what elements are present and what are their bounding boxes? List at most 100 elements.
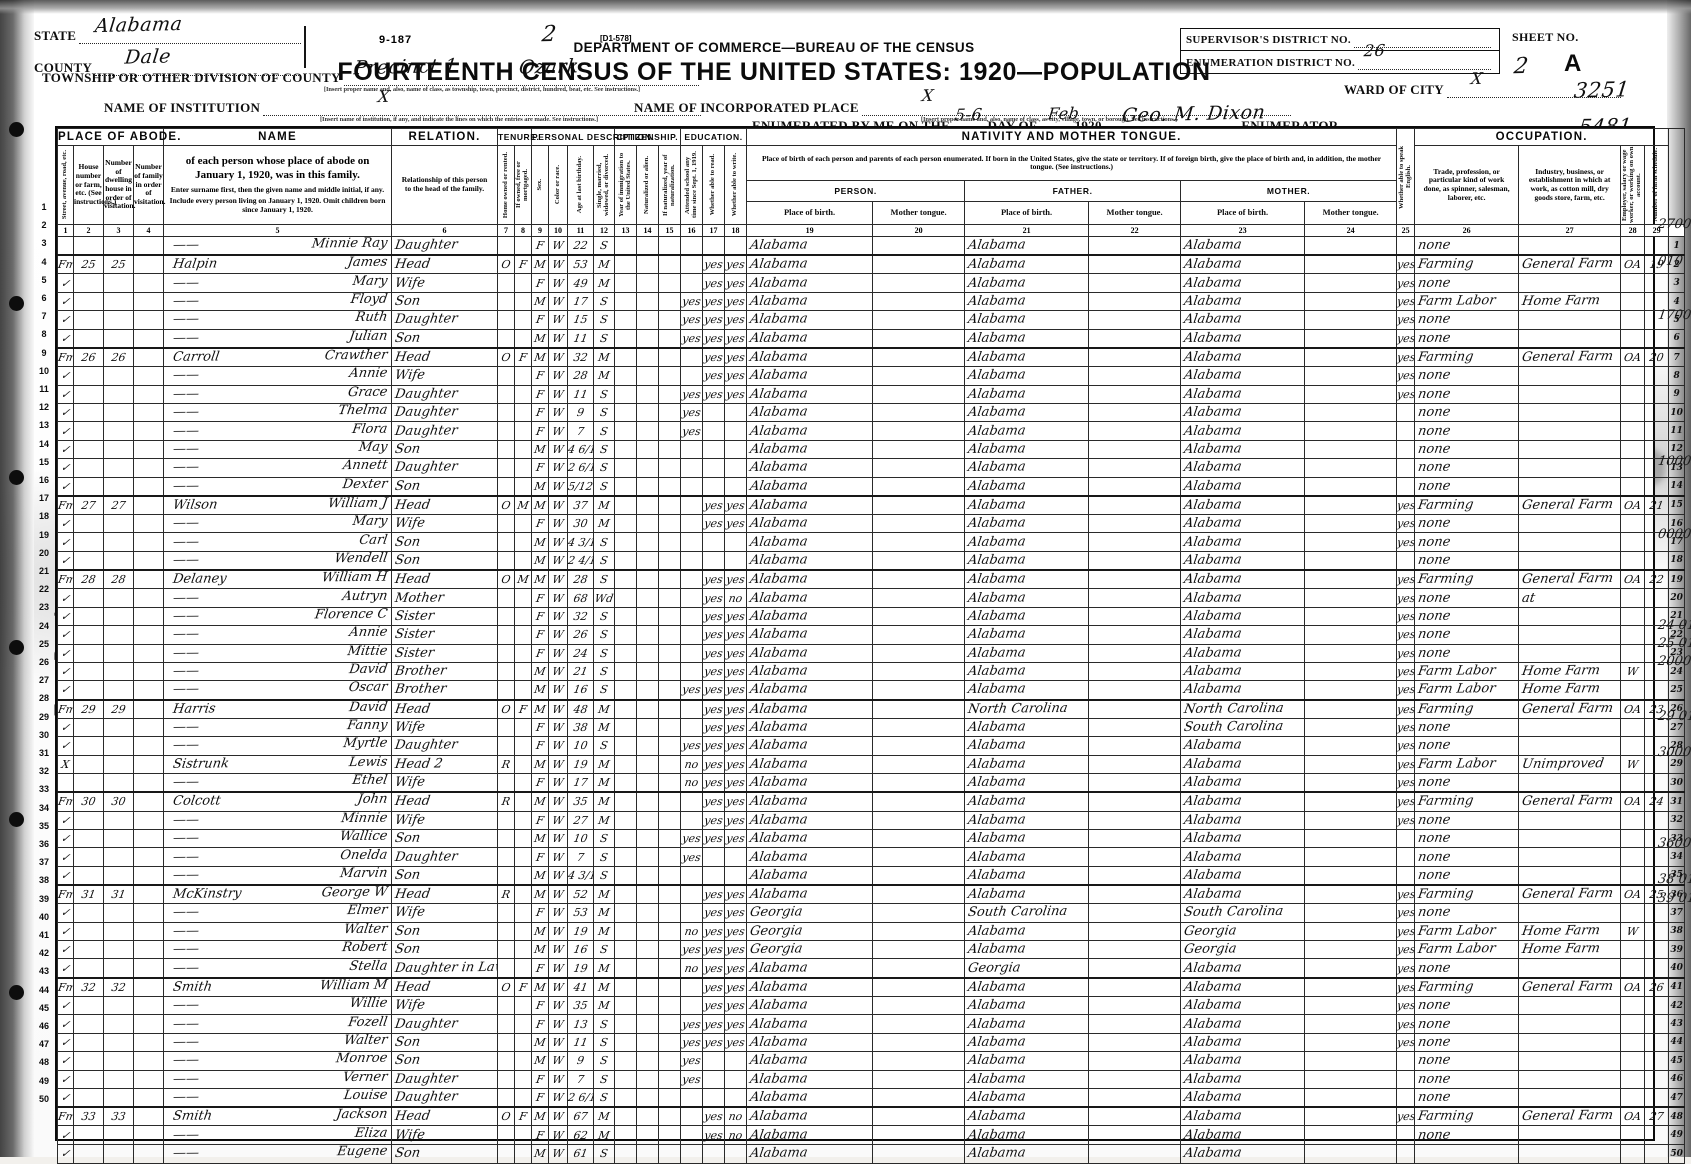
cell-house[interactable]: [73, 958, 104, 979]
cell-own[interactable]: [514, 625, 533, 645]
cell-mt[interactable]: [872, 439, 966, 460]
cell-dwell[interactable]: [103, 680, 134, 701]
cell-read[interactable]: yes: [702, 625, 726, 645]
cell-mmt[interactable]: [1304, 940, 1398, 960]
cell-natyr[interactable]: [658, 495, 682, 516]
cell-mpob[interactable]: Alabama: [1180, 1069, 1306, 1089]
cell-mt[interactable]: [872, 995, 966, 1016]
cell-street[interactable]: Fm: [57, 977, 74, 997]
cell-name[interactable]: Harris David: [163, 699, 393, 719]
cell-name[interactable]: —— Stella: [163, 958, 393, 979]
cell-ind[interactable]: [1518, 958, 1622, 979]
cell-imm[interactable]: [614, 680, 638, 701]
cell-fmt[interactable]: [1088, 236, 1182, 256]
cell-pob[interactable]: Alabama: [746, 828, 874, 849]
cell-age[interactable]: 5/12: [567, 476, 595, 497]
cell-age[interactable]: 16: [567, 680, 595, 701]
cell-ind[interactable]: [1518, 439, 1622, 460]
cell-sex[interactable]: M: [531, 495, 550, 516]
cell-imm[interactable]: [614, 754, 638, 775]
cell-farm[interactable]: [1644, 366, 1670, 386]
cell-emp[interactable]: [1620, 1051, 1646, 1071]
cell-sex[interactable]: M: [531, 1143, 550, 1164]
cell-write[interactable]: [724, 476, 748, 497]
cell-pob[interactable]: Alabama: [746, 1106, 874, 1127]
cell-natyr[interactable]: [658, 736, 682, 756]
cell-ind[interactable]: Home Farm: [1518, 661, 1622, 682]
cell-imm[interactable]: [614, 884, 638, 905]
cell-rel[interactable]: Daughter: [391, 384, 499, 404]
cell-house[interactable]: [73, 236, 104, 256]
cell-occ[interactable]: none: [1414, 625, 1520, 645]
cell-imm[interactable]: [614, 903, 638, 923]
cell-eng[interactable]: [1396, 1125, 1416, 1145]
cell-fmt[interactable]: [1088, 791, 1182, 812]
cell-imm[interactable]: [614, 476, 638, 497]
cell-sch[interactable]: [680, 625, 704, 645]
cell-fpob[interactable]: Alabama: [964, 402, 1090, 423]
cell-rel[interactable]: Son: [391, 828, 499, 849]
cell-pob[interactable]: Alabama: [746, 458, 874, 478]
cell-imm[interactable]: [614, 1106, 638, 1127]
cell-street[interactable]: X: [57, 754, 74, 775]
cell-farm[interactable]: [1644, 680, 1670, 701]
cell-race[interactable]: W: [548, 1051, 569, 1071]
cell-occ[interactable]: Farming: [1414, 569, 1520, 590]
cell-emp[interactable]: [1620, 1032, 1646, 1053]
cell-rel[interactable]: Wife: [391, 773, 499, 793]
cell-ind[interactable]: [1518, 273, 1622, 293]
cell-emp[interactable]: [1620, 514, 1646, 534]
cell-nat[interactable]: [636, 680, 660, 701]
cell-rel[interactable]: Head: [391, 254, 499, 275]
cell-ind[interactable]: Home Farm: [1518, 940, 1622, 960]
cell-dwell[interactable]: 27: [103, 495, 134, 516]
cell-house[interactable]: [73, 384, 104, 404]
cell-sch[interactable]: yes: [680, 940, 704, 960]
cell-age[interactable]: 38: [567, 717, 595, 738]
cell-fam[interactable]: [132, 550, 165, 571]
cell-natyr[interactable]: [658, 588, 682, 608]
cell-ms[interactable]: S: [593, 439, 616, 460]
enumeration-district-field[interactable]: ENUMERATION DISTRICT NO. 26: [1180, 41, 1500, 74]
cell-mpob[interactable]: Alabama: [1180, 1143, 1306, 1164]
cell-occ[interactable]: none: [1414, 1032, 1520, 1053]
cell-street[interactable]: ✓: [57, 1143, 74, 1164]
cell-occ[interactable]: Farming: [1414, 254, 1520, 275]
cell-rel[interactable]: Son: [391, 291, 499, 312]
cell-street[interactable]: [57, 236, 74, 256]
cell-mmt[interactable]: [1304, 661, 1398, 682]
cell-pob[interactable]: Alabama: [746, 754, 874, 775]
cell-ind[interactable]: Unimproved: [1518, 754, 1622, 775]
cell-name[interactable]: Colcott John: [163, 791, 393, 812]
cell-write[interactable]: yes: [724, 699, 748, 719]
cell-occ[interactable]: none: [1414, 439, 1520, 460]
cell-fam[interactable]: [132, 754, 165, 775]
cell-rel[interactable]: Daughter: [391, 1014, 499, 1034]
cell-ten[interactable]: [497, 847, 516, 867]
cell-rel[interactable]: Brother: [391, 680, 499, 701]
cell-sch[interactable]: yes: [680, 1014, 704, 1034]
cell-house[interactable]: [73, 1143, 104, 1164]
cell-mpob[interactable]: Alabama: [1180, 254, 1306, 275]
cell-write[interactable]: [724, 1051, 748, 1071]
cell-race[interactable]: W: [548, 569, 569, 590]
cell-dwell[interactable]: 26: [103, 347, 134, 368]
cell-eng[interactable]: [1396, 847, 1416, 867]
cell-imm[interactable]: [614, 402, 638, 423]
cell-pob[interactable]: Alabama: [746, 1014, 874, 1034]
cell-fmt[interactable]: [1088, 865, 1182, 886]
cell-emp[interactable]: [1620, 384, 1646, 404]
cell-race[interactable]: W: [548, 310, 569, 330]
cell-ms[interactable]: M: [593, 514, 616, 534]
cell-house[interactable]: [73, 940, 104, 960]
cell-name[interactable]: Smith William M: [163, 977, 393, 997]
cell-nat[interactable]: [636, 514, 660, 534]
cell-eng[interactable]: yes: [1396, 921, 1415, 942]
cell-eng[interactable]: yes: [1396, 754, 1415, 775]
cell-farm[interactable]: [1644, 995, 1670, 1016]
cell-race[interactable]: W: [548, 717, 569, 738]
